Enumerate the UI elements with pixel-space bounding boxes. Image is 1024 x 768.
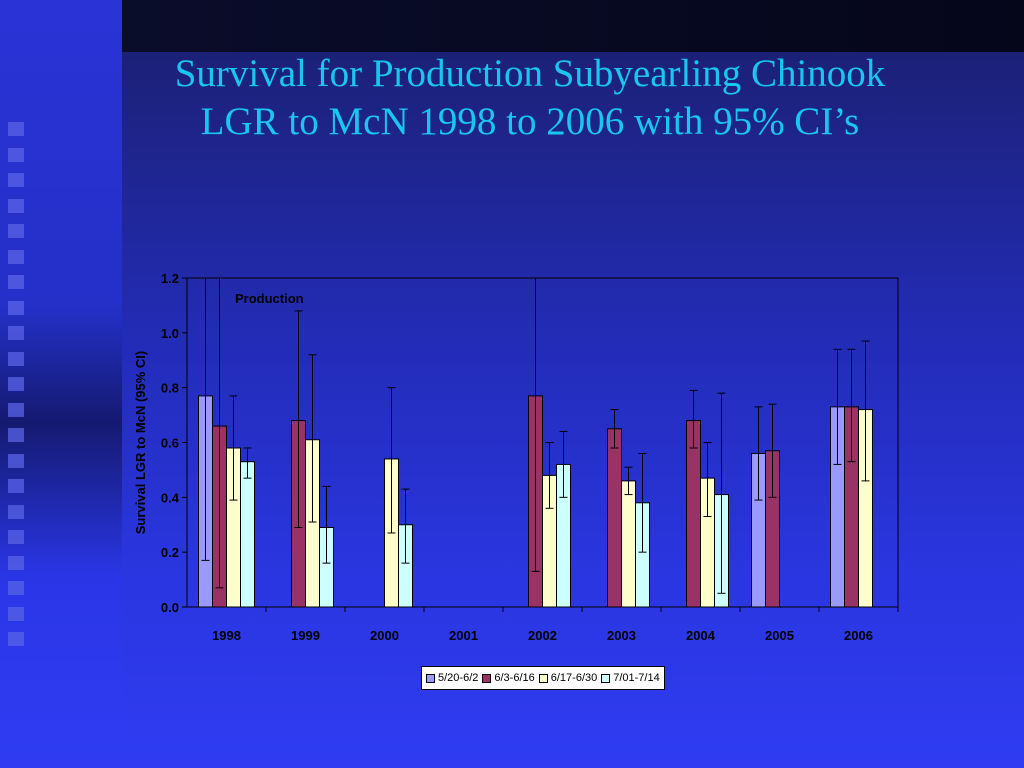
x-tick-label: 2006 [844, 628, 873, 643]
legend-swatch [601, 673, 611, 683]
decor-square [8, 555, 24, 570]
decor-square [8, 198, 24, 213]
title-line-1: Survival for Production Subyearling Chin… [174, 52, 886, 95]
y-tick-label: 0.2 [161, 545, 179, 560]
decor-square [8, 479, 24, 493]
y-tick-label: 0.8 [161, 381, 179, 396]
legend-swatch [426, 673, 435, 683]
legend-label: 6/17-6/30 [550, 672, 598, 684]
decor-square [8, 428, 24, 442]
y-tick-label: 0.4 [161, 490, 180, 505]
bar [240, 461, 255, 608]
decor-square [8, 504, 24, 519]
decor-square [8, 173, 24, 187]
bar [607, 428, 622, 608]
decor-square [8, 122, 24, 136]
x-tick-label: 2000 [370, 628, 399, 643]
chart-annotation: Production [235, 291, 304, 306]
legend-swatch [482, 673, 492, 683]
decor-square [8, 453, 24, 468]
decor-square [8, 351, 24, 366]
decor-square [8, 275, 24, 289]
chart-legend: 5/20-6/2 6/3-6/16 6/17-6/30 7/01-7/14 [421, 666, 665, 690]
decor-square [8, 606, 24, 621]
y-tick-label: 0.0 [161, 600, 179, 615]
legend-item: 5/20-6/2 [426, 672, 478, 684]
decor-square [8, 326, 24, 340]
legend-swatch [538, 673, 548, 683]
x-tick-label: 1999 [291, 628, 320, 643]
x-tick-label: 2005 [765, 628, 794, 643]
y-tick-label: 1.2 [161, 271, 179, 286]
legend-label: 5/20-6/2 [438, 672, 479, 684]
legend-label: 7/01-7/14 [613, 672, 660, 684]
decor-square [8, 147, 24, 162]
decor-square [8, 300, 24, 315]
decor-square [8, 224, 24, 238]
decor-square [8, 530, 24, 544]
x-tick-label: 2004 [686, 628, 716, 643]
decor-square [8, 377, 24, 391]
top-decor-band [122, 0, 1024, 52]
decor-square [8, 249, 24, 264]
y-axis-label: Survival LGR to McN (95% CI) [133, 351, 148, 534]
title-line-2: LGR to McN 1998 to 2006 with 95% CI’s [200, 100, 860, 143]
decor-square [8, 581, 24, 595]
legend-label: 6/3-6/16 [494, 672, 535, 684]
bar [686, 420, 701, 608]
x-tick-label: 2002 [528, 628, 557, 643]
decor-square [8, 402, 24, 417]
x-tick-label: 2003 [607, 628, 636, 643]
legend-item: 6/17-6/30 [538, 672, 598, 684]
y-tick-label: 0.6 [161, 436, 179, 451]
legend-item: 7/01-7/14 [601, 672, 660, 684]
legend-item: 6/3-6/16 [482, 672, 535, 684]
decor-square [8, 632, 24, 646]
y-tick-label: 1.0 [161, 326, 179, 341]
x-tick-label: 1998 [212, 628, 241, 643]
bar [621, 480, 636, 608]
slide-title: Survival for Production Subyearling Chin… [90, 50, 970, 146]
x-tick-label: 2001 [449, 628, 478, 643]
